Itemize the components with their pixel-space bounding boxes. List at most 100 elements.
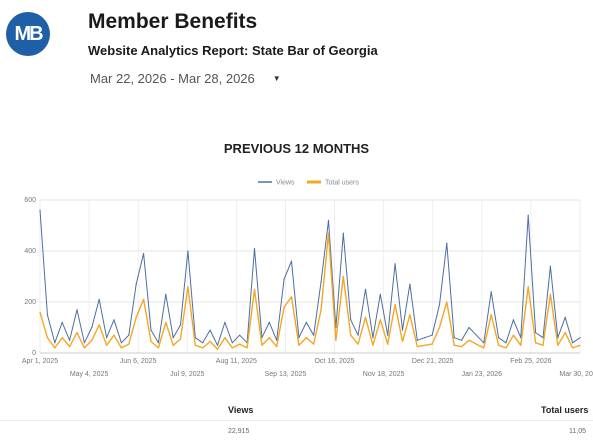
data-point-total-users <box>557 344 559 346</box>
data-point-views <box>483 342 485 344</box>
data-point-total-users <box>143 298 145 300</box>
data-point-views <box>231 342 233 344</box>
data-point-views <box>535 332 537 334</box>
data-point-total-users <box>490 314 492 316</box>
data-point-views <box>224 321 226 323</box>
data-point-views <box>475 334 477 336</box>
data-point-total-users <box>401 340 404 343</box>
data-point-total-users <box>394 304 396 306</box>
data-point-views <box>69 339 71 341</box>
data-point-total-users <box>387 343 389 345</box>
data-point-views <box>54 342 56 344</box>
series-line-views <box>39 210 581 346</box>
data-point-views <box>157 342 159 344</box>
data-point-views <box>512 319 515 321</box>
data-point-views <box>106 337 108 339</box>
x-tick-label: Dec 21, 2025 <box>412 358 454 365</box>
date-range-selector[interactable]: Mar 22, 2026 - Mar 28, 2026 ▼ <box>86 68 285 89</box>
data-point-views <box>313 334 315 336</box>
data-point-total-users <box>290 296 293 298</box>
data-point-total-users <box>76 332 78 334</box>
data-point-views <box>446 242 448 244</box>
data-point-total-users <box>268 337 270 339</box>
data-point-views <box>150 329 152 331</box>
x-tick-label: May 4, 2025 <box>70 371 109 378</box>
data-point-total-users <box>276 346 278 348</box>
data-point-total-users <box>246 347 248 349</box>
data-point-total-users <box>54 347 56 349</box>
page-subtitle: Website Analytics Report: State Bar of G… <box>88 43 378 58</box>
data-point-views <box>98 298 100 300</box>
data-point-views <box>187 250 189 252</box>
data-point-total-users <box>335 339 337 341</box>
data-point-views <box>179 324 182 326</box>
data-point-total-users <box>61 337 63 339</box>
data-point-views <box>549 265 552 267</box>
data-point-views <box>39 209 41 211</box>
data-point-views <box>424 337 426 339</box>
data-point-views <box>202 342 204 344</box>
data-point-views <box>564 316 566 318</box>
data-point-views <box>143 252 145 255</box>
data-point-total-users <box>39 311 41 313</box>
data-point-views <box>350 319 352 321</box>
dropdown-caret-icon[interactable]: ▼ <box>272 74 281 83</box>
data-point-total-users <box>431 343 433 345</box>
data-point-views <box>401 329 404 331</box>
data-point-total-users <box>239 343 241 345</box>
data-point-total-users <box>424 344 426 346</box>
data-point-views <box>76 309 78 311</box>
data-point-total-users <box>305 337 307 339</box>
users-summary-label: Total users <box>541 405 589 415</box>
data-point-total-users <box>364 316 367 318</box>
data-point-total-users <box>106 344 108 346</box>
data-point-views <box>46 314 49 316</box>
x-tick-label: Nov 18, 2025 <box>363 371 405 378</box>
data-point-total-users <box>579 344 581 346</box>
data-point-total-users <box>157 347 159 349</box>
data-point-views <box>394 263 396 265</box>
legend-label-views: Views <box>276 180 295 187</box>
date-range-text: Mar 22, 2026 - Mar 28, 2026 <box>90 71 255 86</box>
data-point-total-users <box>194 344 196 346</box>
data-point-total-users <box>320 309 322 311</box>
data-point-views <box>379 293 381 295</box>
data-point-views <box>253 247 256 250</box>
views-summary-label: Views <box>228 405 254 415</box>
data-point-total-users <box>542 344 544 346</box>
y-tick-label: 600 <box>24 197 36 204</box>
data-point-total-users <box>209 340 211 343</box>
data-point-views <box>320 281 322 283</box>
data-point-views <box>409 283 411 285</box>
data-point-total-users <box>298 344 300 346</box>
data-point-views <box>557 337 559 339</box>
divider <box>0 420 593 421</box>
data-point-views <box>490 291 492 293</box>
data-point-total-users <box>327 232 330 234</box>
x-tick-label: Jul 9, 2025 <box>170 371 204 378</box>
data-point-total-users <box>179 338 182 340</box>
data-point-views <box>298 337 300 339</box>
x-tick-label: Apr 1, 2025 <box>22 358 58 365</box>
data-point-total-users <box>231 347 233 349</box>
data-point-total-users <box>113 334 115 336</box>
data-point-total-users <box>120 347 122 349</box>
data-point-total-users <box>224 337 226 339</box>
data-point-total-users <box>313 343 315 345</box>
users-summary-value: 11,05 <box>569 428 586 435</box>
data-point-total-users <box>83 347 85 349</box>
data-point-total-users <box>216 348 219 350</box>
data-point-views <box>372 337 374 339</box>
x-tick-label: Sep 13, 2025 <box>265 371 307 378</box>
data-point-views <box>342 232 344 234</box>
data-point-views <box>91 326 93 329</box>
x-tick-label: Feb 25, 2026 <box>510 358 551 365</box>
data-point-total-users <box>187 286 189 288</box>
data-point-views <box>364 288 367 290</box>
line-chart: 0 200 400 600 Apr 1, 2025 May 4, 2025 Jun 6, 2… <box>22 180 593 379</box>
y-tick-label: 0 <box>32 350 36 357</box>
data-point-total-users <box>498 344 500 346</box>
data-point-views <box>416 339 418 341</box>
data-point-total-users <box>572 347 574 349</box>
data-point-total-users <box>475 343 477 345</box>
